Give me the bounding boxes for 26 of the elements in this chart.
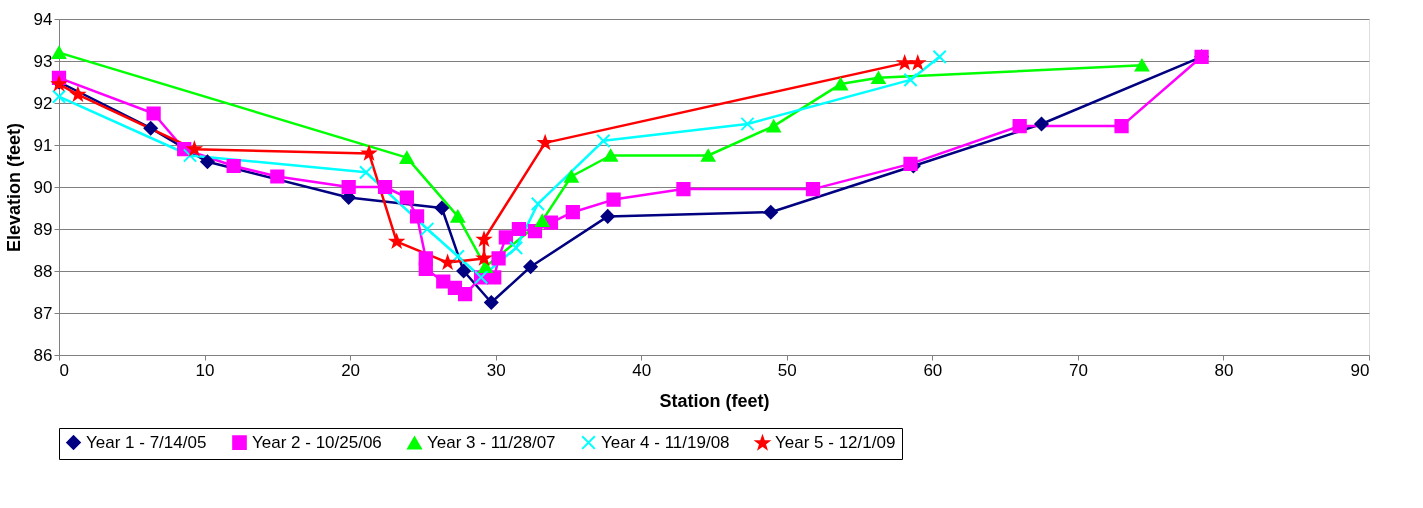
legend-label: Year 2 - 10/25/06 [252, 432, 382, 452]
x-tick-label: 60 [923, 360, 943, 380]
legend-label: Year 1 - 7/14/05 [86, 432, 207, 452]
legend-label: Year 3 - 11/28/07 [427, 433, 556, 453]
x-tick-label: 10 [195, 360, 215, 380]
x-tick-label: 40 [632, 360, 652, 380]
x-tick-label: 70 [1068, 360, 1088, 380]
y-axis-title: Elevation (feet) [3, 122, 24, 253]
y-tick-label: 93 [33, 51, 53, 71]
legend-label: Year 5 - 12/1/09 [775, 433, 896, 453]
x-tick-label: 50 [777, 360, 797, 380]
x-tick-label: 30 [486, 360, 506, 380]
x-tick-label: 0 [59, 360, 69, 380]
x-axis-title: Station (feet) [659, 390, 770, 411]
y-tick-label: 89 [33, 219, 53, 239]
y-tick-label: 87 [33, 303, 53, 323]
x-tick-label: 90 [1350, 360, 1370, 380]
y-tick-label: 86 [33, 345, 53, 365]
y-tick-label: 92 [33, 93, 53, 113]
x-tick-label: 80 [1214, 360, 1234, 380]
y-tick-label: 88 [33, 261, 53, 281]
legend-label: Year 4 - 11/19/08 [601, 432, 730, 452]
y-tick-label: 91 [33, 135, 53, 155]
y-tick-label: 94 [33, 9, 53, 29]
y-tick-label: 90 [33, 177, 53, 197]
x-tick-label: 20 [341, 360, 361, 380]
